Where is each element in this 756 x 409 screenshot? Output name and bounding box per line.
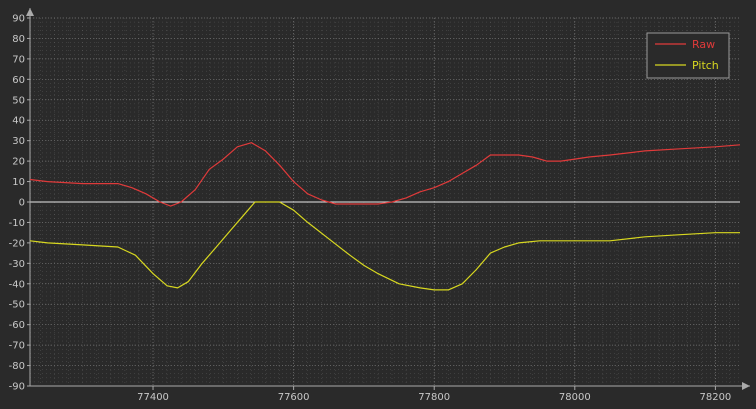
series-layer (29, 142, 741, 291)
y-tick-label: 20 (12, 157, 25, 168)
y-axis-arrow (26, 8, 34, 16)
y-tick-label: 90 (12, 14, 25, 25)
y-tick-label: -80 (9, 361, 25, 372)
x-tick-labels: 77400 77600 77800 78000 78200 (137, 392, 731, 403)
y-tick-label: 60 (12, 75, 25, 86)
x-tick-label: 78000 (559, 392, 591, 403)
y-tick-label: -90 (9, 382, 25, 393)
y-tick-label: -50 (9, 300, 25, 311)
x-tick-label: 77600 (278, 392, 310, 403)
legend-label-pitch: Pitch (692, 59, 719, 72)
y-tick-label: 50 (12, 95, 25, 106)
y-tick-label: -40 (9, 279, 25, 290)
y-tick-label: 40 (12, 116, 25, 127)
y-tick-label: 80 (12, 34, 25, 45)
x-tick-label: 78200 (699, 392, 731, 403)
y-tick-labels: 90 80 70 60 50 40 30 20 10 0 -10 -20 -30 -40 -50 -60 -70… (9, 14, 25, 393)
y-tick-label: -10 (9, 218, 25, 229)
series-line-raw (29, 142, 741, 207)
x-tick-label: 77400 (137, 392, 169, 403)
y-tick-label: -60 (9, 320, 25, 331)
y-tick-label: -20 (9, 238, 25, 249)
y-tick-label: 10 (12, 177, 25, 188)
y-tick-label: 70 (12, 54, 25, 65)
y-tick-label: 0 (19, 198, 25, 209)
series-line-pitch (29, 201, 740, 291)
y-tick-label: 30 (12, 136, 25, 147)
axes (26, 8, 750, 390)
x-tick-label: 77800 (418, 392, 450, 403)
y-tick-label: -30 (9, 259, 25, 270)
y-tick-label: -70 (9, 341, 25, 352)
legend-label-raw: Raw (692, 38, 715, 51)
legend-box (646, 32, 730, 79)
x-axis-arrow (742, 382, 750, 390)
legend: Raw Pitch (646, 32, 730, 79)
